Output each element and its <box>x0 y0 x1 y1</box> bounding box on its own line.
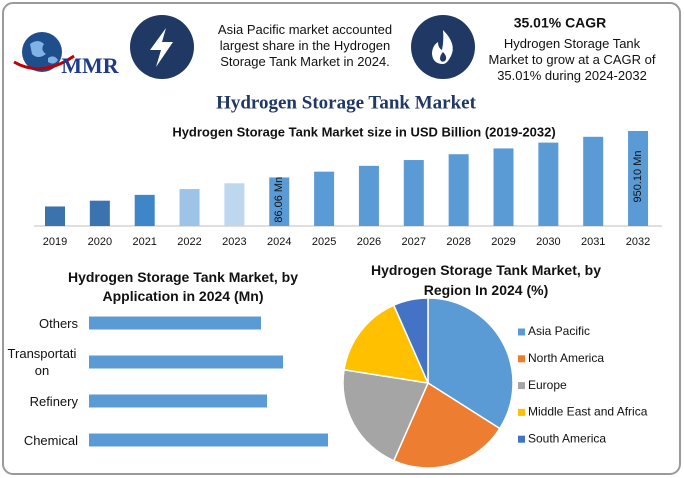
fact-text: Asia Pacific market accounted largest sh… <box>217 22 393 69</box>
bar <box>45 206 65 226</box>
value-label: 86.06 Mn <box>273 177 285 223</box>
bar <box>538 142 559 226</box>
chart-title: Hydrogen Storage Tank Market size in USD… <box>172 124 555 139</box>
x-tick-label: 2024 <box>267 236 291 248</box>
chart-title: Hydrogen Storage Tank Market, by Applica… <box>67 269 298 304</box>
category-label-box: Transportation <box>7 346 77 378</box>
x-tick-label: 2023 <box>222 236 246 248</box>
legend-label: Asia Pacific <box>528 324 590 338</box>
bar <box>224 183 245 226</box>
category-label-box: Chemical <box>23 432 78 448</box>
category-label-box: Others <box>38 315 78 331</box>
x-tick-label: 2021 <box>132 236 156 248</box>
bar <box>89 355 283 369</box>
bar <box>134 194 155 226</box>
x-tick-label: 2032 <box>626 236 650 248</box>
bar <box>493 148 514 226</box>
x-tick-label: 2031 <box>581 236 605 248</box>
x-tick-label: 2027 <box>402 236 426 248</box>
fact-box: Asia Pacific market accounted largest sh… <box>217 22 393 69</box>
bar <box>358 165 379 226</box>
logo-text: MMR <box>61 53 120 78</box>
x-tick-label: 2030 <box>536 236 560 248</box>
x-tick-label: 2028 <box>446 236 470 248</box>
bar <box>403 160 424 226</box>
legend-label: South America <box>528 431 606 445</box>
chart-title: Hydrogen Storage Tank Market, by Region … <box>370 262 601 298</box>
bolt-icon <box>130 15 194 79</box>
legend-swatch <box>518 382 525 390</box>
legend-swatch <box>518 435 525 443</box>
legend-label: Middle East and Africa <box>528 405 648 419</box>
x-tick-label: 2019 <box>43 236 67 248</box>
y-tick-label: Chemical <box>23 432 78 448</box>
x-tick-label: 2025 <box>312 236 336 248</box>
pie-slice <box>343 304 430 384</box>
bar <box>89 200 110 226</box>
main-title: Hydrogen Storage Tank Market <box>216 92 477 113</box>
bar <box>89 433 328 447</box>
value-label: 950.10 Mn <box>632 151 644 203</box>
bar <box>448 154 469 226</box>
bar <box>89 316 261 330</box>
y-tick-label: Others <box>38 315 78 331</box>
bar <box>583 136 604 226</box>
x-tick-label: 2029 <box>491 236 515 248</box>
bar <box>628 130 649 226</box>
legend-swatch <box>518 408 525 416</box>
category-label-box: Refinery <box>29 393 78 409</box>
y-tick-label: Transportation <box>7 346 77 378</box>
x-tick-label: 2020 <box>88 236 112 248</box>
legend-label: Europe <box>528 378 567 392</box>
chart-title-box: Hydrogen Storage Tank Market, by Region … <box>370 262 601 298</box>
y-tick-label: Refinery <box>29 393 78 409</box>
legend-label: North America <box>528 351 604 365</box>
legend-swatch <box>518 355 525 363</box>
flame-icon <box>411 15 475 79</box>
x-tick-label: 2022 <box>177 236 201 248</box>
logo: MMR <box>13 32 120 78</box>
bar <box>314 171 335 226</box>
pie-slice <box>342 368 430 462</box>
chart-title-box: Hydrogen Storage Tank Market, by Applica… <box>67 269 298 304</box>
pie-slice <box>392 381 501 469</box>
bar <box>269 177 290 226</box>
pie-slice <box>392 297 429 384</box>
cagr-box: Hydrogen Storage Tank Market to grow at … <box>488 36 656 83</box>
legend-swatch <box>518 328 525 336</box>
x-tick-label: 2026 <box>357 236 381 248</box>
bar <box>179 189 200 226</box>
cagr-text: Hydrogen Storage Tank Market to grow at … <box>488 36 656 83</box>
cagr-title: 35.01% CAGR <box>514 15 607 31</box>
bar <box>89 394 267 408</box>
